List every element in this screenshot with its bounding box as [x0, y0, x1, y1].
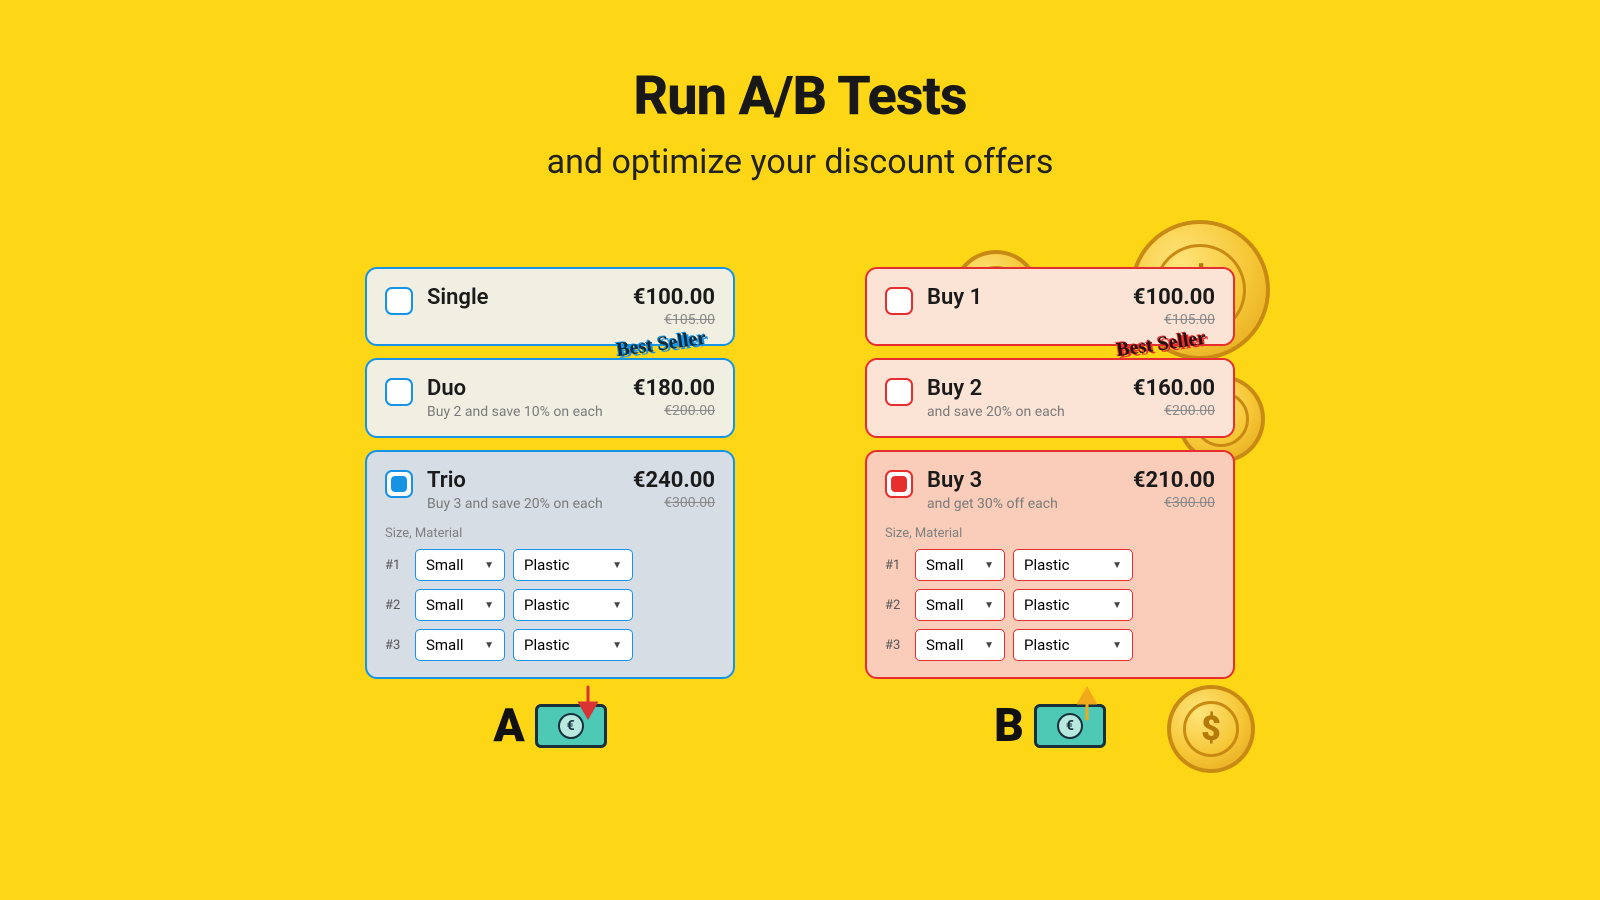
offer-card[interactable]: Best Seller Buy 2 and save 20% on each €…	[865, 358, 1235, 438]
material-select[interactable]: Plastic▼	[513, 549, 633, 581]
material-select[interactable]: Plastic▼	[1013, 629, 1133, 661]
size-select[interactable]: Small▼	[915, 629, 1005, 661]
offer-name: Duo	[427, 376, 619, 401]
offer-old-price: €200.00	[1133, 403, 1215, 419]
offer-old-price: €105.00	[633, 312, 715, 328]
offer-name: Buy 3	[927, 468, 1119, 493]
offer-checkbox[interactable]	[885, 470, 913, 498]
variant-index: #2	[385, 598, 407, 613]
offer-checkbox[interactable]	[385, 378, 413, 406]
offer-name: Buy 2	[927, 376, 1119, 401]
money-down-icon: €	[535, 704, 607, 748]
size-select[interactable]: Small▼	[415, 629, 505, 661]
offer-card-selected[interactable]: Trio Buy 3 and save 20% on each €240.00 …	[365, 450, 735, 679]
offer-name: Buy 1	[927, 285, 1119, 310]
column-letter: B	[994, 699, 1024, 753]
chevron-down-icon: ▼	[984, 560, 994, 571]
variant-row: #2 Small▼ Plastic▼	[385, 589, 715, 621]
offer-price: €180.00	[633, 376, 715, 401]
offer-old-price: €105.00	[1133, 312, 1215, 328]
offer-price: €240.00	[633, 468, 715, 493]
material-select[interactable]: Plastic▼	[1013, 549, 1133, 581]
column-footer: B €	[865, 699, 1235, 753]
size-select[interactable]: Small▼	[915, 549, 1005, 581]
chevron-down-icon: ▼	[984, 600, 994, 611]
chevron-down-icon: ▼	[984, 640, 994, 651]
variant-row: #1 Small▼ Plastic▼	[885, 549, 1215, 581]
offer-checkbox[interactable]	[385, 470, 413, 498]
column-a: Single €100.00 €105.00 Best Seller Duo B…	[365, 267, 735, 753]
variant-label: Size, Material	[385, 526, 715, 541]
variant-index: #1	[885, 558, 907, 573]
offer-card[interactable]: Best Seller Duo Buy 2 and save 10% on ea…	[365, 358, 735, 438]
offer-desc: and save 20% on each	[927, 404, 1119, 420]
variant-index: #3	[385, 638, 407, 653]
offer-price: €210.00	[1133, 468, 1215, 493]
chevron-down-icon: ▼	[1112, 600, 1122, 611]
offer-checkbox[interactable]	[885, 287, 913, 315]
variant-row: #3 Small▼ Plastic▼	[885, 629, 1215, 661]
variant-row: #2 Small▼ Plastic▼	[885, 589, 1215, 621]
chevron-down-icon: ▼	[1112, 640, 1122, 651]
arrow-down-icon	[578, 685, 598, 721]
offer-old-price: €200.00	[633, 403, 715, 419]
arrow-up-icon	[1077, 685, 1097, 721]
offer-old-price: €300.00	[633, 495, 715, 511]
material-select[interactable]: Plastic▼	[513, 589, 633, 621]
variant-index: #2	[885, 598, 907, 613]
offer-name: Single	[427, 285, 619, 310]
offer-checkbox[interactable]	[385, 287, 413, 315]
offer-old-price: €300.00	[1133, 495, 1215, 511]
size-select[interactable]: Small▼	[915, 589, 1005, 621]
variant-index: #3	[885, 638, 907, 653]
ab-columns: Single €100.00 €105.00 Best Seller Duo B…	[0, 267, 1600, 753]
offer-desc: Buy 3 and save 20% on each	[427, 496, 619, 512]
offer-price: €100.00	[1133, 285, 1215, 310]
offer-desc: Buy 2 and save 10% on each	[427, 404, 619, 420]
offer-price: €160.00	[1133, 376, 1215, 401]
variant-row: #3 Small▼ Plastic▼	[385, 629, 715, 661]
offer-checkbox[interactable]	[885, 378, 913, 406]
chevron-down-icon: ▼	[484, 560, 494, 571]
chevron-down-icon: ▼	[1112, 560, 1122, 571]
column-footer: A €	[365, 699, 735, 753]
variant-row: #1 Small▼ Plastic▼	[385, 549, 715, 581]
chevron-down-icon: ▼	[612, 560, 622, 571]
chevron-down-icon: ▼	[484, 600, 494, 611]
size-select[interactable]: Small▼	[415, 589, 505, 621]
variant-label: Size, Material	[885, 526, 1215, 541]
offer-name: Trio	[427, 468, 619, 493]
material-select[interactable]: Plastic▼	[1013, 589, 1133, 621]
chevron-down-icon: ▼	[484, 640, 494, 651]
column-b: Buy 1 €100.00 €105.00 Best Seller Buy 2 …	[865, 267, 1235, 753]
offer-desc: and get 30% off each	[927, 496, 1119, 512]
page-subtitle: and optimize your discount offers	[0, 142, 1600, 182]
money-up-icon: €	[1034, 704, 1106, 748]
column-letter: A	[493, 699, 524, 753]
size-select[interactable]: Small▼	[415, 549, 505, 581]
chevron-down-icon: ▼	[612, 640, 622, 651]
variant-index: #1	[385, 558, 407, 573]
chevron-down-icon: ▼	[612, 600, 622, 611]
offer-card-selected[interactable]: Buy 3 and get 30% off each €210.00 €300.…	[865, 450, 1235, 679]
page-title: Run A/B Tests	[0, 0, 1600, 128]
offer-price: €100.00	[633, 285, 715, 310]
material-select[interactable]: Plastic▼	[513, 629, 633, 661]
